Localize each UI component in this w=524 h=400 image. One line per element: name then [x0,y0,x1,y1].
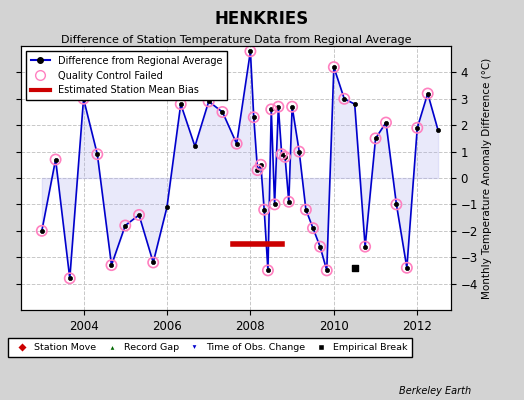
Quality Control Failed [246,48,255,54]
Quality Control Failed [177,101,185,107]
Difference from Regional Average [220,110,226,114]
Quality Control Failed [278,151,286,158]
Quality Control Failed [402,264,411,271]
Difference from Regional Average [150,260,156,265]
Quality Control Failed [135,212,143,218]
Difference from Regional Average [296,149,302,154]
Difference from Regional Average [67,276,73,281]
Quality Control Failed [264,267,272,274]
Estimated Station Mean Bias [279,242,285,246]
Difference from Regional Average [394,202,400,207]
Difference from Regional Average [435,128,441,133]
Quality Control Failed [260,206,268,213]
Difference from Regional Average [271,202,278,207]
Quality Control Failed [38,228,46,234]
Quality Control Failed [382,119,390,126]
Quality Control Failed [93,151,102,158]
Difference from Regional Average [192,144,198,149]
Quality Control Failed [309,225,317,231]
Quality Control Failed [257,162,265,168]
Difference from Regional Average [205,99,212,104]
Quality Control Failed [392,201,401,208]
Difference from Regional Average [282,154,288,159]
Y-axis label: Monthly Temperature Anomaly Difference (°C): Monthly Temperature Anomaly Difference (… [482,57,492,299]
Quality Control Failed [281,154,289,160]
Difference from Regional Average [136,212,142,217]
Quality Control Failed [253,167,261,173]
Quality Control Failed [323,267,331,274]
Difference from Regional Average [331,65,337,70]
Text: Berkeley Earth: Berkeley Earth [399,386,472,396]
Quality Control Failed [79,96,88,102]
Quality Control Failed [267,106,276,112]
Difference from Regional Average [286,199,292,204]
Quality Control Failed [219,109,227,115]
Difference from Regional Average [247,49,254,54]
Quality Control Failed [285,198,293,205]
Quality Control Failed [413,125,421,131]
Quality Control Failed [121,222,129,229]
Difference from Regional Average [265,268,271,273]
Difference from Regional Average [362,244,368,249]
Difference from Regional Average [317,244,323,249]
Difference from Regional Average [324,268,330,273]
Difference from Regional Average [383,120,389,125]
Difference from Regional Average [341,96,347,101]
Difference from Regional Average [250,115,257,120]
Difference from Regional Average [94,152,101,157]
Quality Control Failed [340,96,348,102]
Difference from Regional Average [352,102,358,106]
Estimated Station Mean Bias [230,242,236,246]
Difference from Regional Average [373,136,379,141]
Text: HENKRIES: HENKRIES [215,10,309,28]
Point [351,264,359,271]
Quality Control Failed [274,104,282,110]
Difference from Regional Average [80,96,86,101]
Difference from Regional Average [261,207,267,212]
Legend: Station Move, Record Gap, Time of Obs. Change, Empirical Break: Station Move, Record Gap, Time of Obs. C… [8,338,412,357]
Quality Control Failed [423,90,432,97]
Quality Control Failed [270,201,279,208]
Quality Control Failed [302,206,310,213]
Difference from Regional Average [122,223,128,228]
Quality Control Failed [149,259,157,266]
Quality Control Failed [372,135,380,142]
Difference from Regional Average [275,104,281,109]
Difference from Regional Average [424,91,431,96]
Quality Control Failed [288,104,296,110]
Difference from Regional Average [39,228,45,233]
Difference from Regional Average [108,263,115,268]
Title: Difference of Station Temperature Data from Regional Average: Difference of Station Temperature Data f… [61,35,411,45]
Quality Control Failed [330,64,338,70]
Difference from Regional Average [268,107,275,112]
Quality Control Failed [204,98,213,105]
Difference from Regional Average [52,157,59,162]
Difference from Regional Average [289,104,295,109]
Line: Difference from Regional Average: Difference from Regional Average [40,49,440,280]
Quality Control Failed [361,244,369,250]
Difference from Regional Average [414,126,420,130]
Difference from Regional Average [234,141,240,146]
Quality Control Failed [295,148,303,155]
Quality Control Failed [233,140,241,147]
Quality Control Failed [107,262,116,268]
Difference from Regional Average [164,205,170,210]
Quality Control Failed [66,275,74,282]
Difference from Regional Average [279,152,285,157]
Difference from Regional Average [258,162,264,167]
Difference from Regional Average [303,207,309,212]
Difference from Regional Average [310,226,316,230]
Quality Control Failed [316,244,324,250]
Difference from Regional Average [178,102,184,106]
Difference from Regional Average [403,265,410,270]
Quality Control Failed [249,114,258,120]
Quality Control Failed [51,156,60,163]
Difference from Regional Average [254,168,260,172]
